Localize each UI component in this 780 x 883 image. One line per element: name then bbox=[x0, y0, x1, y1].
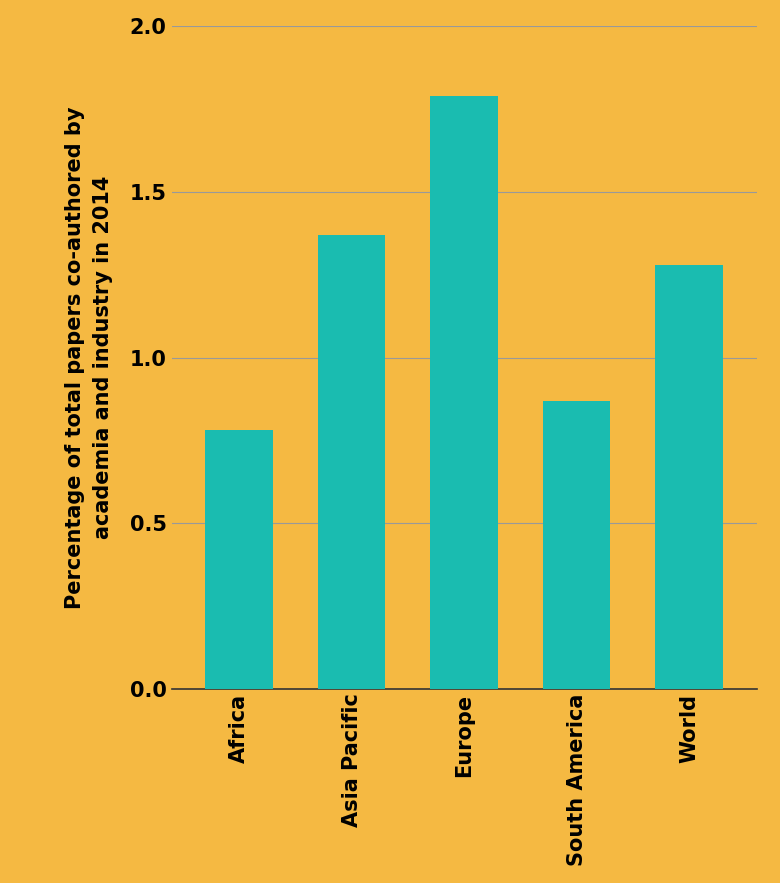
Bar bbox=[205, 430, 273, 689]
Bar bbox=[655, 265, 723, 689]
Bar bbox=[431, 96, 498, 689]
Bar bbox=[318, 235, 385, 689]
Y-axis label: Percentage of total papers co-authored by
academia and industry in 2014: Percentage of total papers co-authored b… bbox=[65, 106, 113, 609]
Bar bbox=[543, 401, 611, 689]
